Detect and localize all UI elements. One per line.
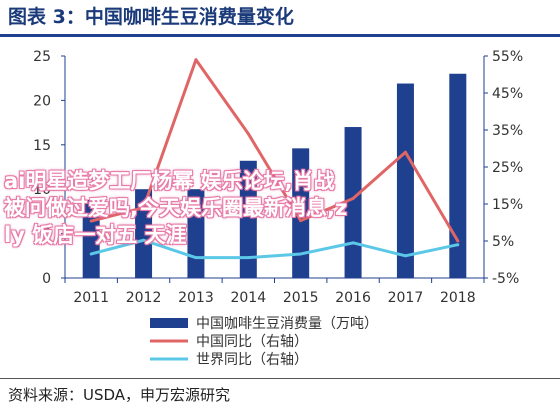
world-yoy-line-point <box>403 254 407 258</box>
china-yoy-line <box>90 58 460 242</box>
legend-swatch-bar <box>150 318 188 328</box>
right-axis-tick-label: 5% <box>492 234 514 250</box>
x-axis-tick-label: 2017 <box>388 290 424 306</box>
world-yoy-line-point <box>299 252 303 256</box>
legend-label: 中国咖啡生豆消费量（万吨） <box>196 316 378 332</box>
bar <box>396 83 414 278</box>
bar <box>449 73 467 278</box>
right-axis-tick-label: 35% <box>492 123 523 139</box>
x-axis-tick-label: 2011 <box>73 290 109 306</box>
bar <box>239 160 257 278</box>
watermark-line-1: ai明星造梦工厂杨幂 娱乐论坛,肖战 <box>4 169 335 193</box>
legend: 中国咖啡生豆消费量（万吨） 中国同比（右轴） 世界同比（右轴） <box>150 316 378 368</box>
world-yoy-line <box>90 238 459 260</box>
x-axis-tick-label: 2018 <box>440 290 476 306</box>
left-axis-tick-label: 25 <box>33 49 51 65</box>
china-yoy-line-point <box>403 150 407 154</box>
bar <box>292 148 310 278</box>
left-axis-tick-label: 15 <box>33 138 51 154</box>
chart: 0 5 10 15 20 25 -5% 5% 15% 25% 35% 45% 55% 2011 2012 20… <box>33 49 523 368</box>
world-yoy-line-point <box>351 241 355 245</box>
china-yoy-line-point <box>194 58 198 62</box>
china-yoy-line-point <box>89 219 93 223</box>
x-axis-tick-label: 2014 <box>230 290 266 306</box>
right-axis-tick-label: 45% <box>492 86 523 102</box>
world-yoy-line-point <box>246 256 250 260</box>
left-axis-tick-label: 20 <box>33 93 51 109</box>
plot-area: 0 5 10 15 20 25 -5% 5% 15% 25% 35% 45% 55% 2011 2012 20… <box>33 49 523 306</box>
x-axis-tick-label: 2012 <box>126 290 162 306</box>
china-yoy-line-point <box>456 239 460 243</box>
watermark-line-3: ly 饭店一对五 天涯 <box>4 223 187 247</box>
x-axis-tick-label: 2016 <box>335 290 371 306</box>
world-yoy-line-point <box>456 243 460 247</box>
right-axis-tick-label: 25% <box>492 160 523 176</box>
left-axis-tick-label: 0 <box>42 271 51 287</box>
right-axis-tick-label: 15% <box>492 197 523 213</box>
source-note: 资料来源：USDA，申万宏源研究 <box>8 386 231 404</box>
world-yoy-line-point <box>142 238 146 242</box>
left-axis-tick-label: 10 <box>33 182 51 198</box>
source-rule <box>0 378 560 379</box>
china-yoy-line-point <box>246 132 250 136</box>
x-axis-tick-label: 2015 <box>283 290 319 306</box>
china-yoy-line-point <box>142 206 146 210</box>
title-rule <box>0 34 560 37</box>
right-axis-tick-label: -5% <box>492 271 519 287</box>
world-yoy-line-point <box>89 252 93 256</box>
bar <box>135 189 153 278</box>
china-yoy-line-point <box>299 219 303 223</box>
legend-label: 世界同比（右轴） <box>196 352 308 368</box>
bar <box>344 127 362 278</box>
china-yoy-line-point <box>351 196 355 200</box>
watermark-overlay: ai明星造梦工厂杨幂 娱乐论坛,肖战 被问做过爱吗,今天娱乐圈最新消息,z ly… <box>4 168 504 249</box>
legend-label: 中国同比（右轴） <box>196 334 308 350</box>
world-yoy-line-point <box>194 256 198 260</box>
figure-title: 图表 3：中国咖啡生豆消费量变化 <box>8 6 294 28</box>
watermark-line-2: 被问做过爱吗,今天娱乐圈最新消息,z <box>4 196 348 220</box>
x-axis-tick-label: 2013 <box>178 290 214 306</box>
left-axis-tick-label: 5 <box>42 227 51 243</box>
right-axis-tick-label: 55% <box>492 49 523 65</box>
